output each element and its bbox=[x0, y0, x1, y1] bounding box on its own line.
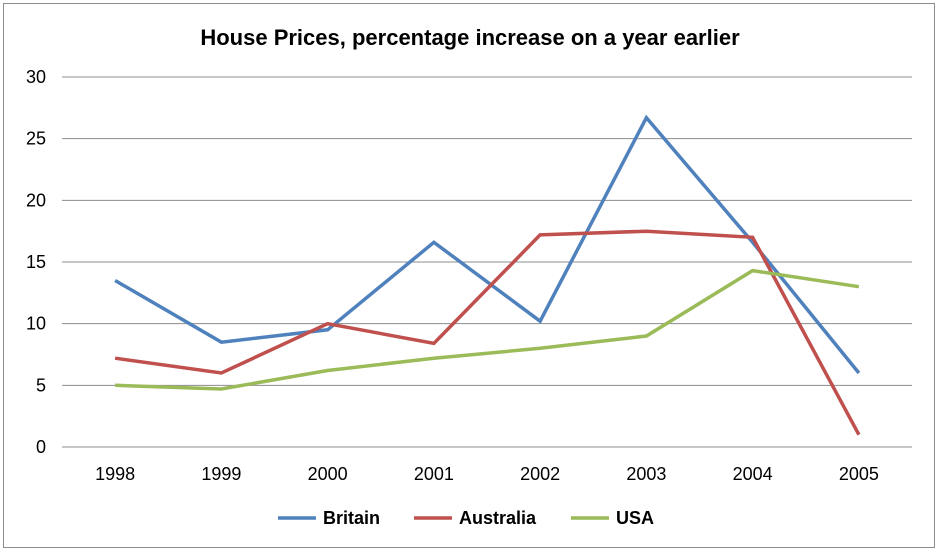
legend: Britain Australia USA bbox=[278, 508, 654, 528]
x-tick-label: 2005 bbox=[839, 464, 879, 484]
series-lines bbox=[114, 114, 861, 436]
legend-label-australia: Australia bbox=[459, 508, 537, 528]
y-tick-label: 5 bbox=[36, 375, 46, 395]
x-tick-label: 2000 bbox=[308, 464, 348, 484]
gridlines bbox=[62, 76, 912, 448]
x-axis-ticks: 1998 1999 2000 2001 2002 2003 2004 2005 bbox=[95, 464, 879, 484]
series-line-britain bbox=[114, 114, 861, 375]
y-tick-label: 15 bbox=[26, 252, 46, 272]
legend-label-usa: USA bbox=[616, 508, 654, 528]
legend-label-britain: Britain bbox=[323, 508, 380, 528]
x-tick-label: 1999 bbox=[201, 464, 241, 484]
y-tick-label: 0 bbox=[36, 437, 46, 457]
series-line-usa bbox=[115, 268, 860, 391]
y-tick-label: 10 bbox=[26, 314, 46, 334]
x-tick-label: 2001 bbox=[414, 464, 454, 484]
x-tick-label: 2004 bbox=[733, 464, 773, 484]
x-tick-label: 2002 bbox=[520, 464, 560, 484]
y-tick-label: 30 bbox=[26, 67, 46, 87]
y-tick-label: 25 bbox=[26, 129, 46, 149]
series-line-australia bbox=[114, 229, 861, 436]
x-tick-label: 1998 bbox=[95, 464, 135, 484]
y-axis-ticks: 0 5 10 15 20 25 30 bbox=[26, 67, 46, 457]
chart-title: House Prices, percentage increase on a y… bbox=[200, 25, 740, 50]
x-tick-label: 2003 bbox=[626, 464, 666, 484]
y-tick-label: 20 bbox=[26, 190, 46, 210]
